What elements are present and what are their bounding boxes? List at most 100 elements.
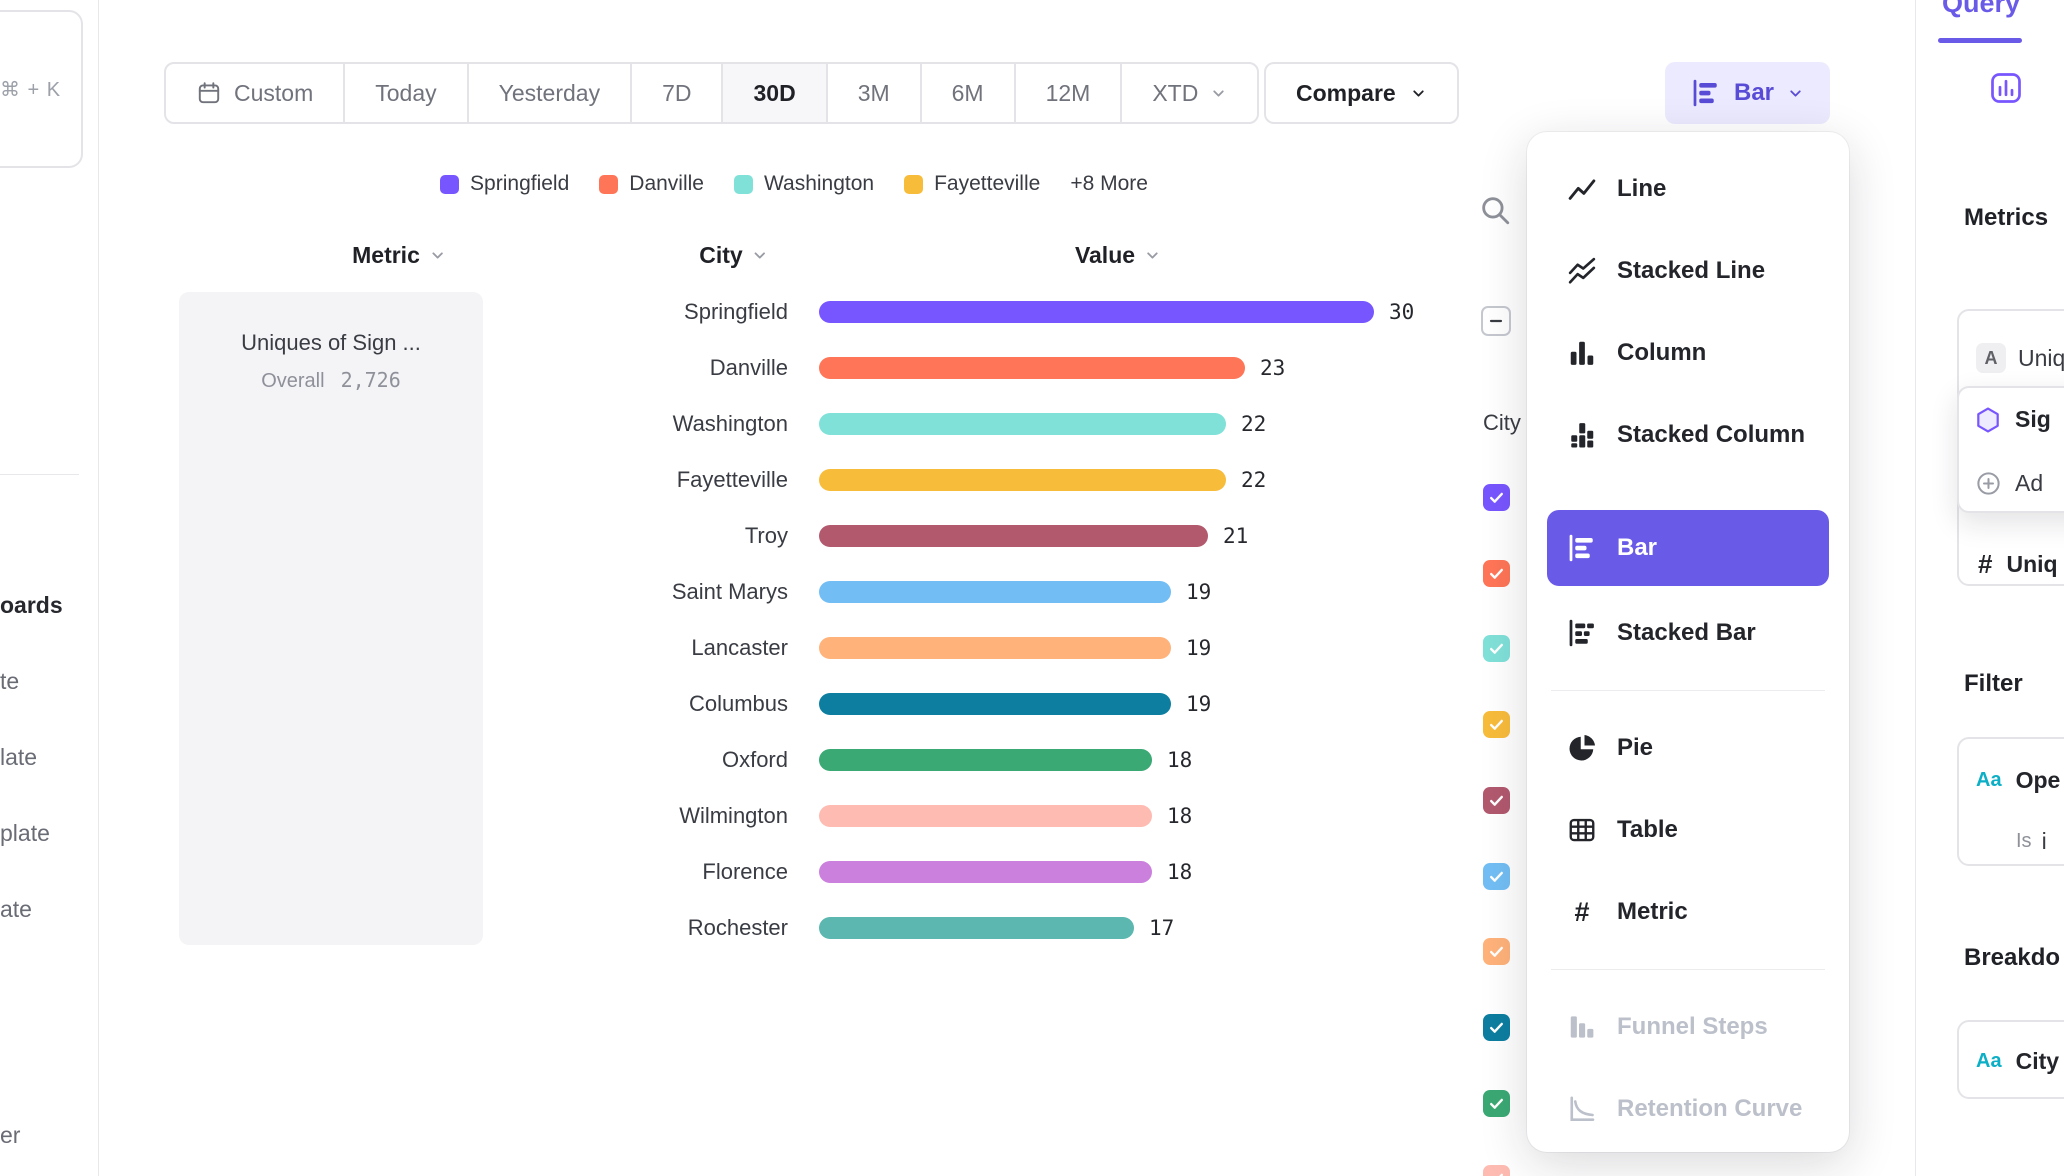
bar-category-label: Springfield xyxy=(684,299,788,324)
compare-button[interactable]: Compare xyxy=(1264,62,1459,124)
table-icon xyxy=(1567,815,1597,845)
add-option[interactable]: Ad xyxy=(1959,451,2064,515)
legend-item-fayetteville[interactable]: Fayetteville xyxy=(904,172,1040,196)
bar[interactable] xyxy=(819,581,1171,603)
bar-row-troy: Troy 21 xyxy=(470,508,1414,564)
chart-type-stacked-column[interactable]: Stacked Column xyxy=(1527,394,1849,476)
bar[interactable] xyxy=(819,637,1171,659)
filter-condition-row[interactable]: Is i xyxy=(1959,819,2064,863)
event-hexagon-icon xyxy=(1974,406,2002,434)
tab-query[interactable]: Query xyxy=(1942,0,2021,18)
chart-type-stacked-line[interactable]: Stacked Line xyxy=(1527,230,1849,312)
filter-property-row[interactable]: Aa Ope xyxy=(1959,755,2064,805)
bar[interactable] xyxy=(819,469,1226,491)
chart-type-stacked-bar[interactable]: Stacked Bar xyxy=(1527,592,1849,674)
city-checkbox[interactable] xyxy=(1483,938,1510,965)
search-icon[interactable] xyxy=(1478,193,1512,227)
date-range-xtd[interactable]: XTD xyxy=(1120,64,1257,122)
date-range-today[interactable]: Today xyxy=(343,64,466,122)
bar-chart-icon xyxy=(1691,78,1721,108)
legend-label: Danville xyxy=(629,172,704,195)
column-header-value[interactable]: Value xyxy=(1075,242,1161,269)
city-checkbox[interactable] xyxy=(1483,1165,1510,1176)
date-range-6m[interactable]: 6M xyxy=(919,64,1014,122)
chart-type-bar[interactable]: Bar xyxy=(1547,510,1829,586)
city-checkbox[interactable] xyxy=(1483,1014,1510,1041)
legend-swatch xyxy=(440,174,460,194)
city-checkbox[interactable] xyxy=(1483,711,1510,738)
metric-query-row[interactable]: A Uniq xyxy=(1959,331,2064,385)
calendar-icon xyxy=(196,80,222,106)
query-panel: Query Metrics A Uniq # Uniq Sig Ad F xyxy=(1915,0,2064,1176)
chart-type-pie[interactable]: Pie xyxy=(1527,707,1849,789)
city-checkbox[interactable] xyxy=(1483,560,1510,587)
insights-report-icon[interactable] xyxy=(1988,70,2024,111)
bar-category-label: Columbus xyxy=(688,691,788,716)
chart-type-metric[interactable]: # Metric xyxy=(1527,871,1849,953)
chart-type-table[interactable]: Table xyxy=(1527,789,1849,871)
event-picker-dropdown: Sig Ad xyxy=(1957,386,2064,513)
sidebar-search-box[interactable]: ⌘ + K xyxy=(0,10,83,168)
bar[interactable] xyxy=(819,805,1152,827)
bar[interactable] xyxy=(819,301,1374,323)
bar[interactable] xyxy=(819,917,1134,939)
hash-icon: # xyxy=(1574,896,1590,927)
metric-card[interactable]: Uniques of Sign ... Overall 2,726 xyxy=(179,292,483,945)
bar-category-label: Rochester xyxy=(687,915,788,940)
chevron-down-icon xyxy=(1787,85,1804,102)
bar[interactable] xyxy=(819,861,1152,883)
sidebar-item-fragment[interactable]: er xyxy=(0,1122,21,1148)
breakdown-property-row[interactable]: Aa City xyxy=(1959,1022,2064,1101)
date-range-12m[interactable]: 12M xyxy=(1013,64,1121,122)
sidebar-item-fragment[interactable]: te xyxy=(0,668,20,694)
filter-card[interactable]: Aa Ope Is i xyxy=(1957,737,2064,866)
column-header-city[interactable]: City xyxy=(699,242,768,269)
city-checkbox[interactable] xyxy=(1483,484,1510,511)
chart-type-column[interactable]: Column xyxy=(1527,312,1849,394)
city-checkbox[interactable] xyxy=(1483,863,1510,890)
overall-label: Overall xyxy=(261,370,325,392)
bar[interactable] xyxy=(819,749,1152,771)
bar[interactable] xyxy=(819,525,1208,547)
bar-row-fayetteville: Fayetteville 22 xyxy=(470,452,1414,508)
sidebar-item-fragment[interactable]: plate xyxy=(0,820,50,846)
chevron-down-icon xyxy=(1410,85,1427,102)
deselect-all-checkbox[interactable] xyxy=(1481,306,1511,336)
legend-item-washington[interactable]: Washington xyxy=(733,172,874,196)
city-checkbox[interactable] xyxy=(1483,1090,1510,1117)
sidebar-item-fragment[interactable]: late xyxy=(0,744,38,770)
bar[interactable] xyxy=(819,357,1245,379)
bar-row-florence: Florence 18 xyxy=(470,844,1414,900)
city-checkbox[interactable] xyxy=(1483,787,1510,814)
city-checkbox[interactable] xyxy=(1483,635,1510,662)
add-option-label: Ad xyxy=(2015,469,2044,496)
legend-more-button[interactable]: +8 More xyxy=(1070,172,1148,195)
date-range-7d[interactable]: 7D xyxy=(630,64,721,122)
sidebar-item-fragment[interactable]: oards xyxy=(0,592,63,618)
legend-item-springfield[interactable]: Springfield xyxy=(440,172,569,196)
date-range-label: 12M xyxy=(1045,79,1091,106)
sidebar-item-fragment[interactable]: ate xyxy=(0,896,32,922)
date-range-label: 6M xyxy=(951,79,984,106)
date-range-3m[interactable]: 3M xyxy=(825,64,920,122)
menu-item-label: Stacked Column xyxy=(1617,421,1806,448)
breakdown-card[interactable]: Aa City xyxy=(1957,1020,2064,1099)
column-header-metric[interactable]: Metric xyxy=(352,242,446,269)
date-range-custom[interactable]: Custom xyxy=(166,64,343,122)
bar-value-label: 19 xyxy=(1186,692,1212,716)
bar-row-washington: Washington 22 xyxy=(470,396,1414,452)
city-filter-header: City xyxy=(1483,410,1521,435)
bar-value-label: 18 xyxy=(1167,804,1193,828)
chevron-down-icon xyxy=(429,247,446,264)
aggregation-row[interactable]: # Uniq xyxy=(1959,539,2064,589)
legend-item-danville[interactable]: Danville xyxy=(599,172,704,196)
bar[interactable] xyxy=(819,693,1171,715)
legend-swatch xyxy=(599,174,619,194)
chart-type-line[interactable]: Line xyxy=(1527,148,1849,230)
date-range-30d[interactable]: 30D xyxy=(721,64,826,122)
bar[interactable] xyxy=(819,413,1226,435)
event-option[interactable]: Sig xyxy=(1959,388,2064,451)
chart-type-button[interactable]: Bar xyxy=(1665,62,1831,124)
stacked-column-icon xyxy=(1567,420,1597,450)
date-range-yesterday[interactable]: Yesterday xyxy=(466,64,630,122)
